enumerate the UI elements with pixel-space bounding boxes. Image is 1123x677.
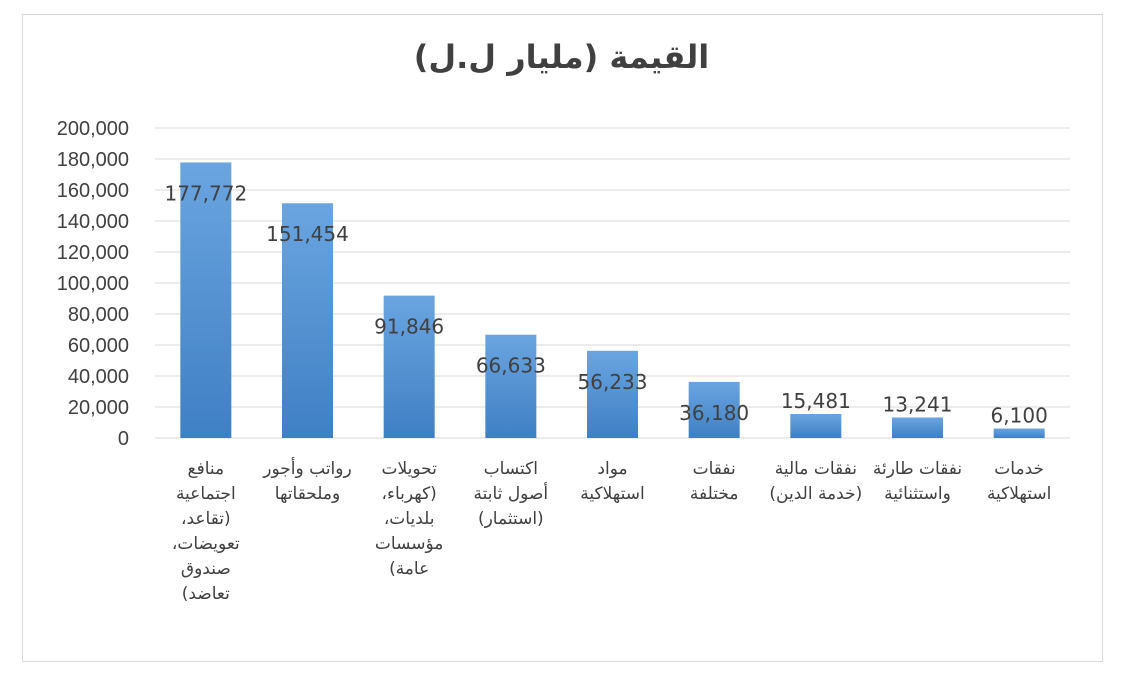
y-tick-label: 140,000 — [57, 211, 129, 233]
y-tick-label: 200,000 — [57, 118, 129, 140]
category-label: خدمات استهلاكية — [986, 459, 1052, 504]
y-tick-label: 120,000 — [57, 242, 129, 264]
category-label: رواتب وأجور وملحقاتها — [263, 459, 352, 504]
bar — [993, 428, 1045, 438]
bar — [282, 203, 333, 438]
bar — [587, 350, 638, 438]
bar — [688, 381, 740, 438]
category-label: منافع اجتماعية (تقاعد، تعويضات، صندوق تع… — [171, 459, 240, 604]
category-label: نفقات مالية (خدمة الدين) — [769, 459, 863, 504]
bar — [383, 295, 435, 438]
y-tick-label: 160,000 — [57, 180, 129, 202]
bar — [790, 414, 842, 438]
data-label: 66,633 — [476, 354, 546, 378]
data-labels: 177,772 151,454 91,846 66,633 56,233 36,180 15… — [164, 181, 1047, 427]
y-axis-ticks: 0 20,000 40,000 60,000 80,000 100,000 120,000 1… — [57, 118, 129, 450]
y-tick-label: 60,000 — [68, 335, 129, 357]
bar — [180, 162, 232, 438]
y-tick-label: 180,000 — [57, 149, 129, 171]
category-label: مواد استهلاكية — [580, 459, 645, 504]
data-label: 151,454 — [266, 222, 349, 246]
data-label: 36,180 — [679, 401, 749, 425]
data-label: 15,481 — [781, 389, 851, 413]
category-label: تحويلات (كهرباء، بلديات، مؤسسات عامة) — [374, 459, 444, 579]
y-tick-label: 40,000 — [68, 366, 129, 388]
bar — [485, 334, 537, 438]
y-tick-label: 20,000 — [68, 397, 129, 419]
data-label: 91,846 — [374, 315, 444, 339]
data-label: 177,772 — [164, 181, 247, 205]
y-tick-label: 100,000 — [57, 273, 129, 295]
data-label: 56,233 — [578, 370, 648, 394]
data-label: 13,241 — [883, 392, 953, 416]
y-tick-label: 80,000 — [68, 304, 129, 326]
chart-title: القيمة (مليار ل.ل) — [413, 38, 710, 76]
category-label: نفقات طارئة واستثنائية — [872, 459, 963, 504]
bars — [180, 162, 1045, 438]
category-label: نفقات مختلفة — [689, 459, 739, 504]
bar — [892, 417, 943, 438]
data-label: 6,100 — [991, 404, 1048, 428]
category-label: اكتساب أصول ثابتة (استثمار) — [473, 459, 549, 529]
y-tick-label: 0 — [118, 428, 129, 450]
